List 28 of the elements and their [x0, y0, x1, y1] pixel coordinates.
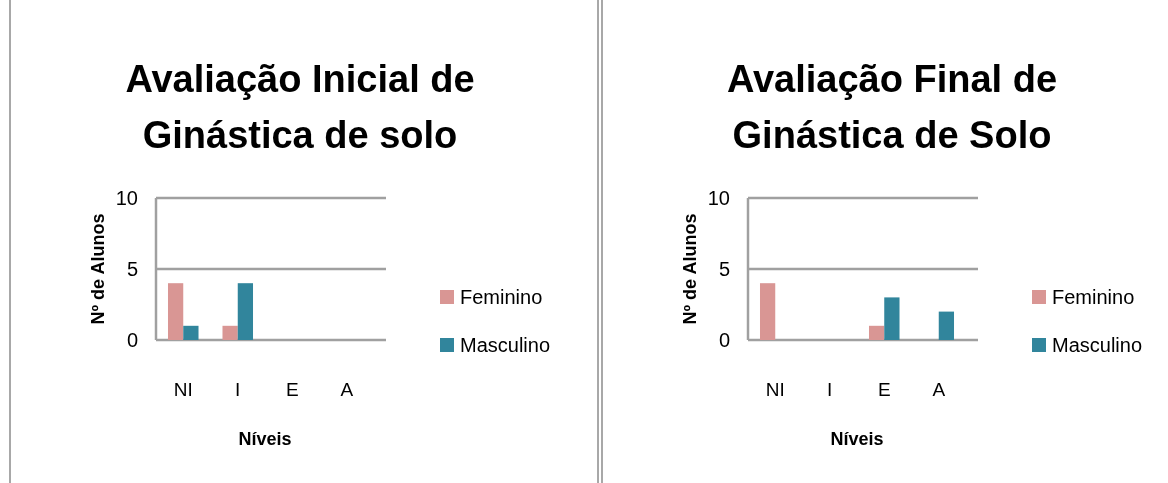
y-tick-label: 0 — [126, 329, 138, 351]
y-tick-label: 10 — [115, 187, 138, 209]
y-axis-title: Nº de Alunos — [680, 213, 700, 325]
x-tick-label: E — [285, 379, 299, 400]
y-tick-label: 0 — [718, 329, 730, 351]
x-tick-label: A — [932, 379, 946, 400]
legend-label: Masculino — [460, 334, 551, 356]
bar — [868, 325, 885, 340]
legend-label: Feminino — [1052, 286, 1135, 308]
chart-title: Avaliação Final de Ginástica de Solo — [726, 58, 1058, 156]
y-axis-title: Nº de Alunos — [88, 213, 108, 325]
y-tick-label: 10 — [707, 187, 730, 209]
x-axis-title: Níveis — [238, 429, 292, 449]
x-tick-label: E — [877, 379, 891, 400]
bar — [938, 311, 955, 340]
x-axis-title: Níveis — [830, 429, 884, 449]
legend-label: Masculino — [1052, 334, 1143, 356]
chart-title: Avaliação Inicial de Ginástica de solo — [125, 58, 475, 156]
x-tick-label: I — [827, 379, 833, 400]
y-tick-label: 5 — [126, 258, 138, 280]
bar — [884, 297, 900, 340]
x-tick-label: I — [235, 379, 241, 400]
y-tick-label: 5 — [718, 258, 730, 280]
legend-label: Feminino — [460, 286, 543, 308]
x-tick-label: NI — [765, 379, 785, 400]
x-tick-label: A — [340, 379, 354, 400]
x-tick-label: NI — [173, 379, 193, 400]
bar — [759, 283, 776, 340]
